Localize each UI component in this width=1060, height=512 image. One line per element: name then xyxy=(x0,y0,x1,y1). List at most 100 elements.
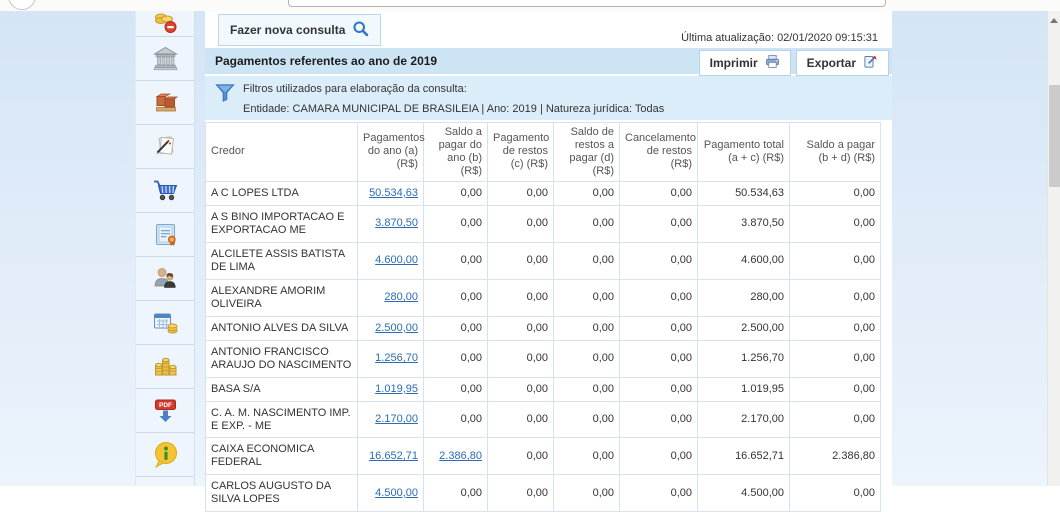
value-cell: 280,00 xyxy=(358,279,424,316)
value-cell: 0,00 xyxy=(620,401,698,438)
value-cell: 0,00 xyxy=(620,475,698,512)
value-cell: 0,00 xyxy=(424,340,488,377)
value-link[interactable]: 4.600,00 xyxy=(375,254,418,266)
sidebar-item[interactable] xyxy=(136,169,194,213)
creditor-name: C. A. M. NASCIMENTO IMP. E EXP. - ME xyxy=(206,401,358,438)
value-cell: 0,00 xyxy=(424,181,488,205)
value-cell: 1.019,95 xyxy=(358,377,424,401)
people-icon xyxy=(152,265,179,292)
scroll-up-arrow-icon[interactable] xyxy=(1050,18,1058,23)
value-cell: 0,00 xyxy=(488,316,554,340)
value-cell: 0,00 xyxy=(554,242,620,279)
value-cell: 4.500,00 xyxy=(358,475,424,512)
value-cell: 0,00 xyxy=(424,475,488,512)
sidebar-item[interactable] xyxy=(136,213,194,257)
sidebar-item[interactable] xyxy=(136,433,194,477)
svg-text:PDF: PDF xyxy=(159,402,172,409)
table-row: ANTONIO FRANCISCO ARAUJO DO NASCIMENTO 1.… xyxy=(206,340,881,377)
value-link[interactable]: 3.870,50 xyxy=(375,217,418,229)
sidebar: PDF xyxy=(135,11,195,486)
filter-description: Filtros utilizados para elaboração da co… xyxy=(243,83,467,95)
creditor-name: ANTONIO FRANCISCO ARAUJO DO NASCIMENTO xyxy=(206,340,358,377)
value-link[interactable]: 16.652,71 xyxy=(369,450,418,462)
column-header: Saldo a pagar (b + d) (R$) xyxy=(790,123,881,182)
sidebar-item[interactable] xyxy=(136,301,194,345)
value-cell: 2.386,80 xyxy=(424,438,488,475)
value-link[interactable]: 280,00 xyxy=(384,291,418,303)
boxes-icon xyxy=(152,89,179,116)
value-cell: 0,00 xyxy=(554,279,620,316)
value-cell: 2.170,00 xyxy=(698,401,790,438)
creditor-name: ALEXANDRE AMORIM OLIVEIRA xyxy=(206,279,358,316)
sidebar-item[interactable] xyxy=(136,125,194,169)
info-balloon-icon xyxy=(152,441,179,468)
value-cell: 0,00 xyxy=(790,475,881,512)
value-cell: 50.534,63 xyxy=(358,181,424,205)
value-cell: 0,00 xyxy=(488,377,554,401)
print-button[interactable]: Imprimir xyxy=(699,50,791,76)
results-panel-header: Pagamentos referentes ao ano de 2019 Imp… xyxy=(205,48,892,74)
address-bar-fragment[interactable] xyxy=(288,0,886,7)
value-cell: 16.652,71 xyxy=(698,438,790,475)
scrollbar-thumb[interactable] xyxy=(1049,85,1060,187)
last-update-text: Última atualização: 02/01/2020 09:15:31 xyxy=(681,32,878,44)
creditor-name: A C LOPES LTDA xyxy=(206,181,358,205)
value-cell: 0,00 xyxy=(488,438,554,475)
vertical-scrollbar[interactable] xyxy=(1047,11,1060,486)
value-cell: 0,00 xyxy=(488,279,554,316)
value-link[interactable]: 2.170,00 xyxy=(375,413,418,425)
sidebar-item[interactable] xyxy=(136,37,194,81)
new-query-label: Fazer nova consulta xyxy=(230,23,345,37)
value-link[interactable]: 1.019,95 xyxy=(375,383,418,395)
value-cell: 4.600,00 xyxy=(698,242,790,279)
value-cell: 0,00 xyxy=(790,401,881,438)
coins-remove-icon xyxy=(152,11,179,37)
sidebar-item[interactable] xyxy=(136,81,194,125)
value-cell: 0,00 xyxy=(554,401,620,438)
sidebar-item[interactable] xyxy=(136,257,194,301)
value-cell: 0,00 xyxy=(488,242,554,279)
page-background: PDF Fazer nova consulta Última atualizaç… xyxy=(0,11,1060,486)
export-button[interactable]: Exportar xyxy=(796,50,889,76)
sidebar-item[interactable] xyxy=(136,11,194,37)
value-link[interactable]: 2.500,00 xyxy=(375,322,418,334)
new-query-button[interactable]: Fazer nova consulta xyxy=(218,14,381,46)
value-cell: 2.500,00 xyxy=(358,316,424,340)
toolbar: Fazer nova consulta Última atualização: … xyxy=(205,11,892,48)
value-link[interactable]: 2.386,80 xyxy=(439,450,482,462)
value-cell: 280,00 xyxy=(698,279,790,316)
value-link[interactable]: 4.500,00 xyxy=(375,487,418,499)
sidebar-item[interactable]: PDF xyxy=(136,389,194,433)
value-cell: 0,00 xyxy=(790,316,881,340)
value-cell: 0,00 xyxy=(554,438,620,475)
value-cell: 0,00 xyxy=(424,316,488,340)
value-cell: 2.170,00 xyxy=(358,401,424,438)
table-row: C. A. M. NASCIMENTO IMP. E EXP. - ME 2.17… xyxy=(206,401,881,438)
column-header: Cancelamento de restos (R$) xyxy=(620,123,698,182)
creditor-name: ANTONIO ALVES DA SILVA xyxy=(206,316,358,340)
value-cell: 1.256,70 xyxy=(358,340,424,377)
value-cell: 0,00 xyxy=(790,181,881,205)
value-cell: 0,00 xyxy=(554,316,620,340)
sidebar-item[interactable] xyxy=(136,345,194,389)
value-cell: 0,00 xyxy=(620,279,698,316)
export-label: Exportar xyxy=(807,56,856,70)
value-cell: 0,00 xyxy=(554,181,620,205)
value-link[interactable]: 50.534,63 xyxy=(369,187,418,199)
shopping-cart-icon xyxy=(152,177,179,204)
browser-button-fragment[interactable] xyxy=(8,0,36,10)
column-header: Saldo a pagar do ano (b) (R$) xyxy=(424,123,488,182)
value-cell: 0,00 xyxy=(554,340,620,377)
column-header: Pagamentos do ano (a) (R$) xyxy=(358,123,424,182)
value-link[interactable]: 1.256,70 xyxy=(375,352,418,364)
value-cell: 0,00 xyxy=(424,205,488,242)
